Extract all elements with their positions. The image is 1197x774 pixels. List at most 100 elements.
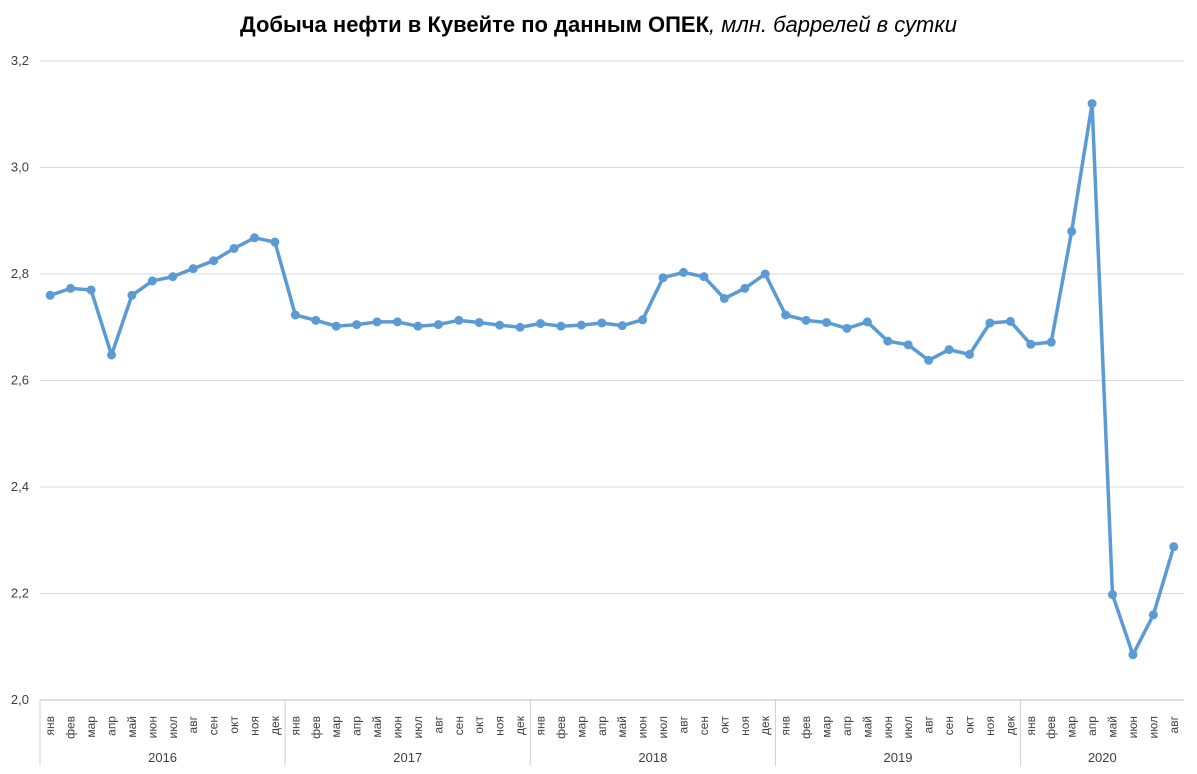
data-point [903,340,913,350]
x-year-label: 2020 [1088,750,1117,765]
x-month-label: ноя [738,716,752,736]
data-point [760,269,770,279]
data-point [781,310,791,320]
y-tick-label: 2,4 [11,479,29,494]
x-year-label: 2016 [148,750,177,765]
x-month-label: сен [452,716,466,735]
x-month-label: фев [799,716,813,739]
data-point [1005,316,1015,326]
data-point [679,267,688,277]
x-month-label: сен [207,716,221,735]
data-point [822,317,831,327]
chart-title-unit: , млн. баррелей в сутки [709,12,957,37]
data-point [515,322,525,332]
x-month-label: июн [1126,716,1140,738]
x-month-label: апр [595,716,609,736]
x-month-label: ноя [248,716,262,736]
x-month-label: май [860,716,874,738]
y-tick-label: 2,0 [11,692,29,707]
data-point [209,256,219,266]
x-month-label: окт [227,716,241,734]
x-month-label: авг [677,715,691,733]
data-point [393,317,402,327]
data-point [985,318,995,328]
data-point [842,323,852,333]
x-month-label: дек [268,715,282,735]
x-month-label: апр [1085,716,1099,736]
data-point [331,321,341,331]
y-tick-label: 2,2 [11,586,29,601]
data-point [147,276,157,286]
x-month-label: янв [779,716,793,736]
x-year-label: 2017 [393,750,422,765]
data-point [1148,610,1158,620]
x-month-label: ноя [983,716,997,736]
x-month-label: май [370,716,384,738]
data-point [270,237,280,247]
x-month-label: янв [43,716,57,736]
x-month-label: окт [472,716,486,734]
x-month-label: авг [922,715,936,733]
x-month-label: авг [186,715,200,733]
x-month-label: авг [1167,715,1181,733]
data-point [801,315,811,325]
data-point [944,345,954,355]
x-month-label: окт [717,716,731,734]
series-line [48,101,1176,657]
data-point [719,293,729,303]
data-point [107,350,116,360]
x-month-label: дек [513,715,527,735]
data-point [290,310,300,320]
data-point [127,290,137,300]
x-month-label: мар [1065,716,1079,738]
x-month-label: апр [350,716,364,736]
x-month-label: янв [534,716,548,736]
x-month-label: мар [84,716,98,738]
x-month-label: ноя [493,716,507,736]
x-month-label: июл [656,716,670,738]
y-tick-label: 3,2 [11,53,29,68]
data-point [1108,590,1117,600]
x-month-label: май [615,716,629,738]
data-point [699,272,709,282]
data-point [883,336,893,346]
x-month-label: окт [963,716,977,734]
x-year-label: 2019 [884,750,913,765]
x-month-label: июл [411,716,425,738]
data-point [1128,650,1138,660]
chart-title: Добыча нефти в Кувейте по данным ОПЕК, м… [0,12,1197,38]
x-month-label: фев [309,716,323,739]
data-point [740,283,750,293]
data-point [1046,337,1056,347]
data-point [1067,226,1077,236]
data-point [250,233,259,243]
data-point [862,317,872,327]
data-point [658,273,668,283]
x-month-label: июн [391,716,405,738]
x-month-label: мар [820,716,834,738]
data-point [433,320,443,330]
data-point [352,320,362,330]
data-point [454,315,464,325]
chart-title-main: Добыча нефти в Кувейте по данным ОПЕК [240,12,710,37]
x-month-label: июн [881,716,895,738]
x-month-label: авг [431,715,445,733]
x-month-label: дек [758,715,772,735]
data-point [617,321,627,331]
x-month-label: июл [901,716,915,738]
x-month-label: янв [288,716,302,736]
data-point [495,320,505,330]
data-point [474,317,484,327]
data-point [413,321,423,331]
x-month-label: мар [574,716,588,738]
x-month-label: сен [942,716,956,735]
data-point [229,243,239,253]
x-month-label: июл [1146,716,1160,738]
x-month-label: май [1106,716,1120,738]
y-tick-label: 3,0 [11,160,29,175]
data-point [311,315,321,325]
x-month-label: май [125,716,139,738]
y-tick-label: 2,8 [11,266,29,281]
x-month-label: апр [840,716,854,736]
